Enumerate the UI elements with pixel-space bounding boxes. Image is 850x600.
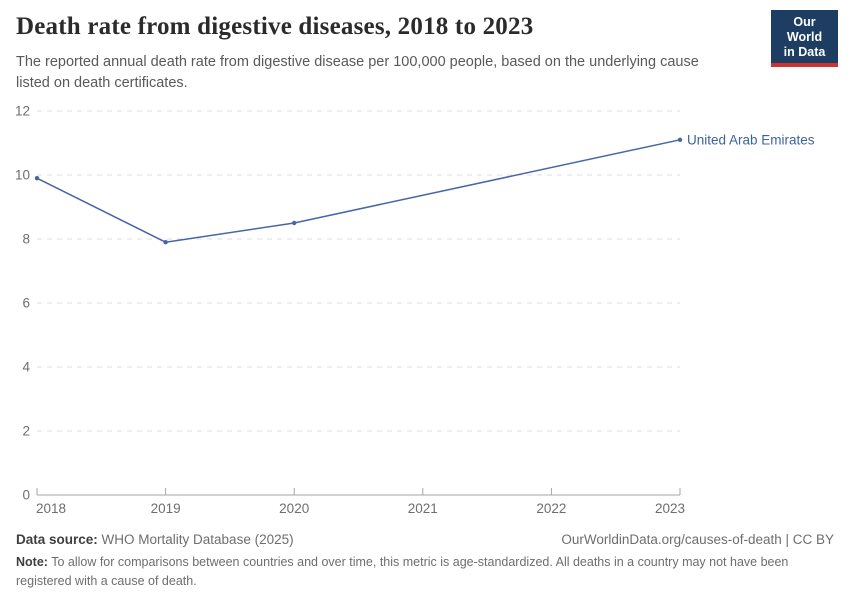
x-tick-label: 2018 xyxy=(36,501,66,516)
data-point[interactable] xyxy=(292,220,297,226)
data-source: Data source: WHO Mortality Database (202… xyxy=(16,532,294,547)
x-tick-label: 2023 xyxy=(655,501,685,516)
series-label: United Arab Emirates xyxy=(687,132,815,147)
y-tick-label: 2 xyxy=(22,424,30,439)
attribution: OurWorldinData.org/causes-of-death | CC … xyxy=(561,532,834,547)
chart-note: Note: To allow for comparisons between c… xyxy=(16,553,834,591)
x-tick-label: 2022 xyxy=(536,501,566,516)
x-tick-label: 2019 xyxy=(151,501,181,516)
chart-canvas: 0 2 4 6 8 10 12 2018 2019 2020 2021 2022 2023 United … xyxy=(15,104,815,517)
y-tick-label: 10 xyxy=(15,168,30,183)
data-point[interactable] xyxy=(163,240,168,245)
owid-logo[interactable]: Our World in Data xyxy=(771,10,838,68)
owid-logo-line1: Our World xyxy=(786,15,823,44)
x-tick-label: 2021 xyxy=(408,501,438,516)
data-point[interactable] xyxy=(34,176,40,181)
data-point[interactable] xyxy=(677,137,683,142)
y-tick-label: 6 xyxy=(22,296,30,311)
page-title: Death rate from digestive diseases, 2018… xyxy=(16,13,534,40)
y-tick-label: 0 xyxy=(22,488,30,503)
note-value: To allow for comparisons between countri… xyxy=(16,555,789,588)
data-source-label: Data source: xyxy=(16,532,98,547)
y-tick-label: 8 xyxy=(22,232,30,247)
y-tick-label: 4 xyxy=(22,360,30,375)
y-tick-label: 12 xyxy=(15,104,30,119)
owid-logo-line2: in Data xyxy=(783,44,826,59)
data-source-value: WHO Mortality Database (2025) xyxy=(97,532,294,547)
note-label: Note: xyxy=(16,555,48,569)
x-tick-label: 2020 xyxy=(279,501,309,516)
chart-subtitle: The reported annual death rate from dige… xyxy=(16,54,699,91)
series-line[interactable] xyxy=(36,139,681,243)
